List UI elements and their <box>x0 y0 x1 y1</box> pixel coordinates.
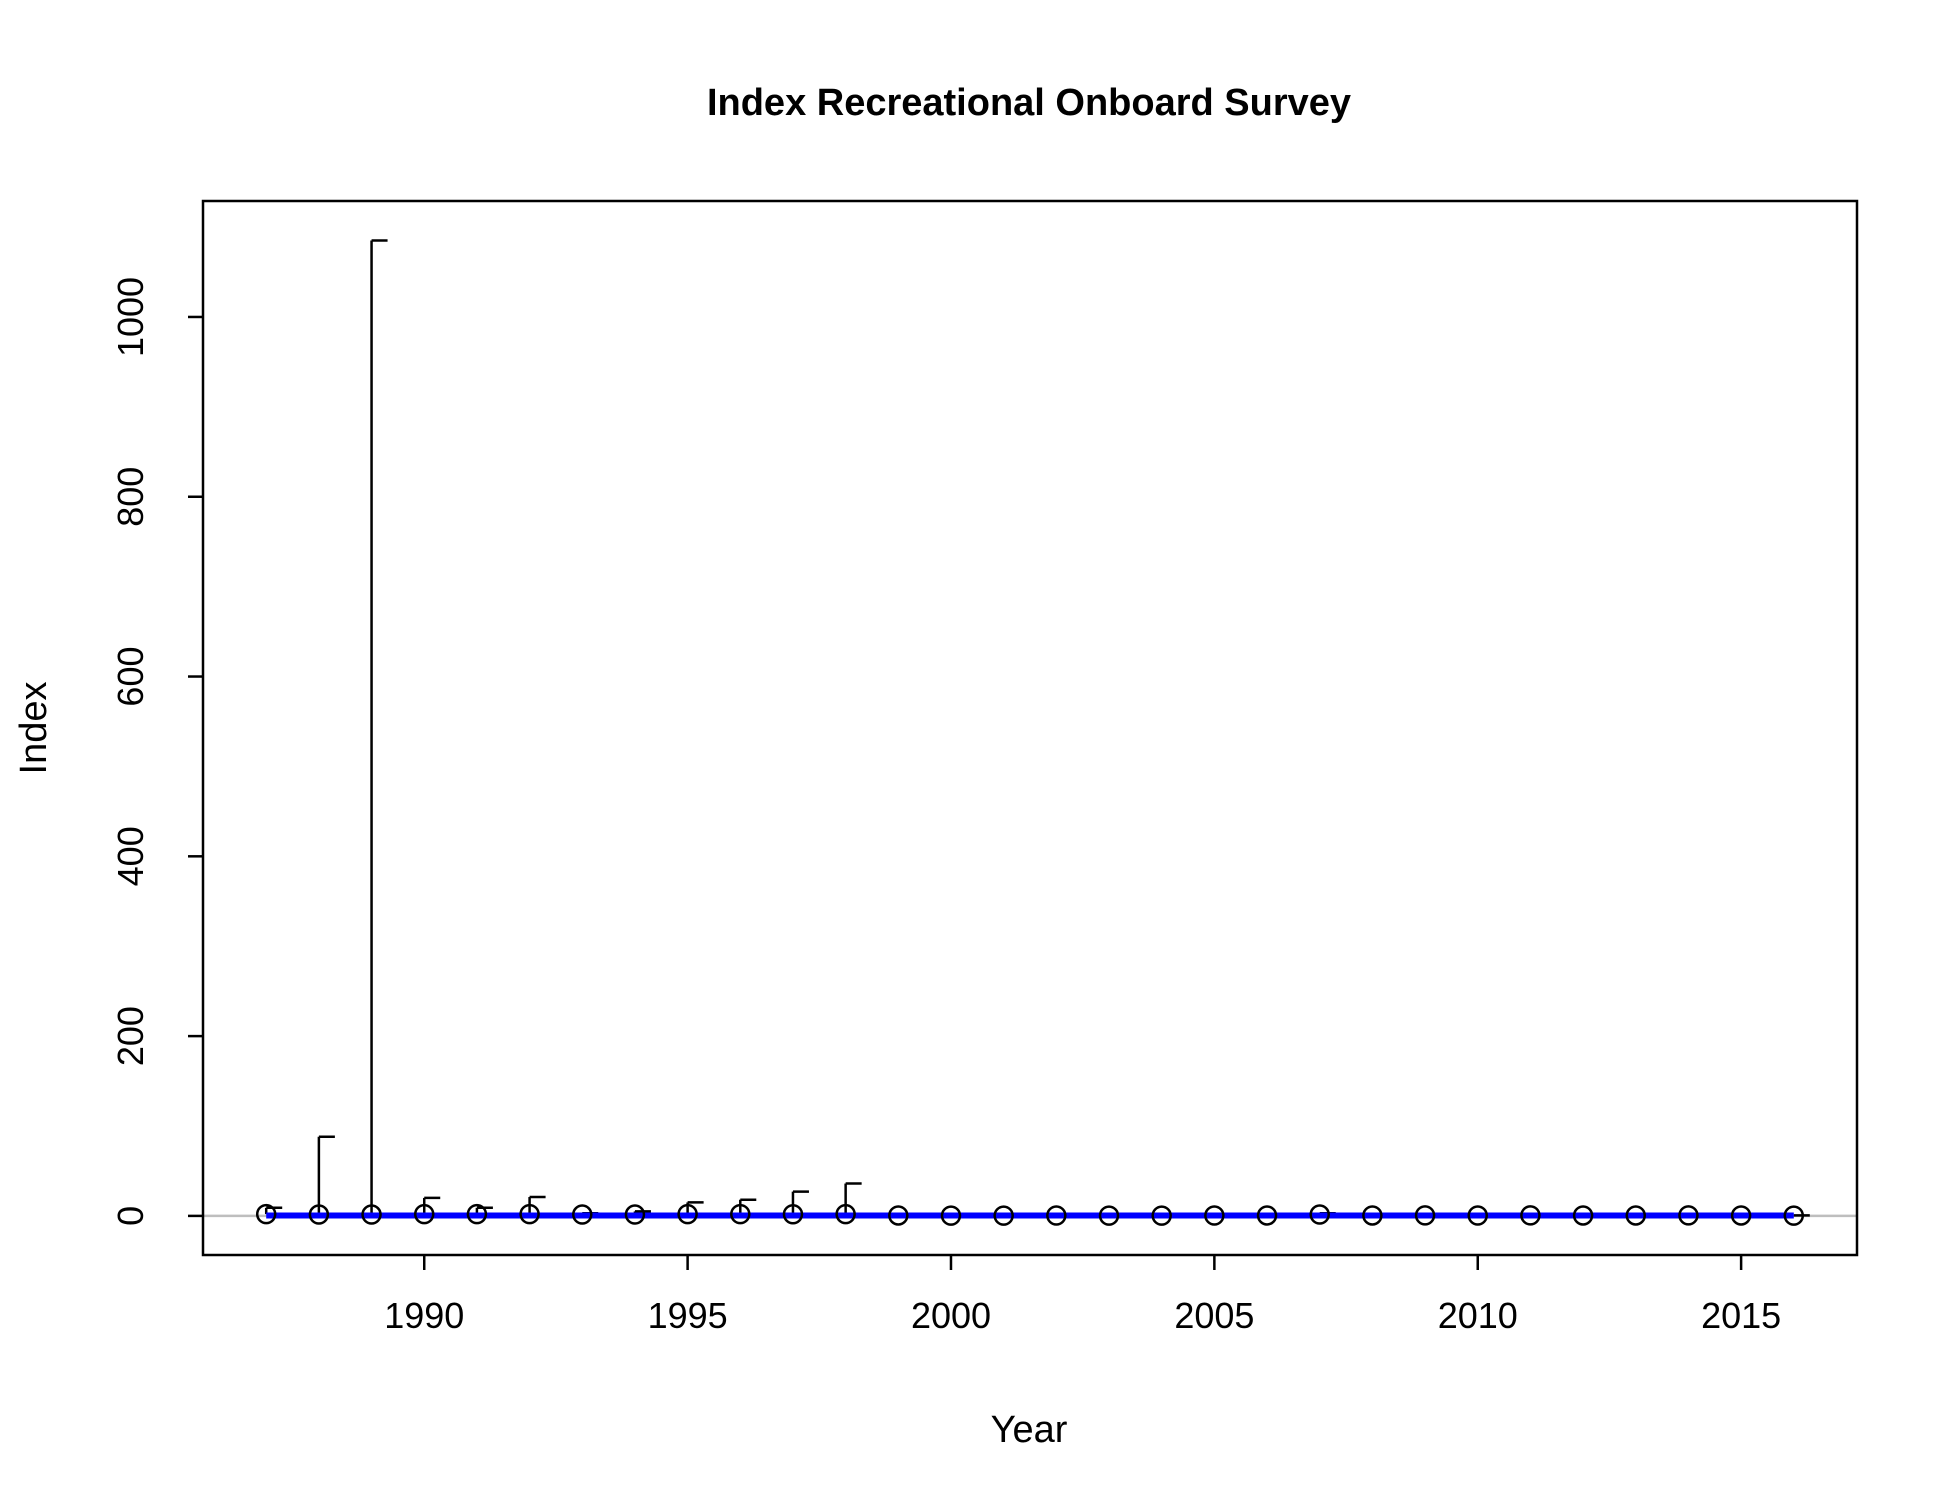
data-point <box>1730 1205 1752 1226</box>
data-point <box>255 1203 277 1225</box>
x-tick-label: 2015 <box>1701 1295 1781 1336</box>
data-point <box>308 1204 330 1225</box>
y-tick-label: 0 <box>110 1206 151 1226</box>
x-tick-label: 2010 <box>1438 1295 1518 1336</box>
y-tick-label: 1000 <box>110 277 151 357</box>
data-point <box>1625 1205 1647 1226</box>
data-point <box>413 1203 435 1225</box>
plot-frame <box>201 199 1859 1257</box>
x-tick-label: 1990 <box>384 1295 464 1336</box>
y-tick-label: 200 <box>110 1006 151 1066</box>
y-tick-label: 400 <box>110 826 151 886</box>
data-point <box>1046 1205 1067 1226</box>
x-tick-label: 1995 <box>648 1295 728 1336</box>
data-point <box>1572 1205 1594 1226</box>
chart-title: Index Recreational Onboard Survey <box>707 82 1351 124</box>
data-point <box>1783 1205 1805 1226</box>
data-point <box>1256 1205 1278 1226</box>
data-point <box>361 1204 382 1225</box>
x-axis-label: Year <box>991 1409 1068 1451</box>
y-axis-label: Index <box>13 682 55 775</box>
data-points <box>255 1203 1805 1226</box>
data-point <box>1467 1205 1488 1226</box>
data-point <box>466 1203 488 1225</box>
x-tick-label: 2005 <box>1174 1295 1254 1336</box>
plot-area: 1990 1995 2000 2005 2010 2015 0 200 400 600 800 100… <box>110 199 1859 1336</box>
data-point <box>782 1204 804 1225</box>
data-point <box>835 1203 856 1225</box>
y-tick-label: 600 <box>110 646 151 706</box>
data-point <box>1678 1205 1699 1226</box>
x-tick-label: 2000 <box>911 1295 991 1336</box>
data-point <box>730 1203 751 1225</box>
y-tick-label: 800 <box>110 467 151 527</box>
data-point <box>1204 1205 1225 1226</box>
data-point <box>1414 1205 1436 1226</box>
data-point <box>1362 1205 1383 1226</box>
data-point <box>1520 1205 1541 1226</box>
y-axis: 0 200 400 600 800 1000 <box>110 277 203 1226</box>
data-point <box>888 1205 909 1226</box>
data-point <box>940 1205 962 1226</box>
data-point <box>993 1205 1014 1226</box>
data-point <box>572 1204 593 1225</box>
data-point <box>519 1203 540 1225</box>
data-point <box>624 1204 646 1225</box>
x-axis: 1990 1995 2000 2005 2010 2015 <box>384 1255 1781 1336</box>
data-point <box>1098 1205 1120 1226</box>
data-point <box>1151 1205 1172 1226</box>
data-point <box>677 1203 698 1225</box>
data-point <box>1309 1204 1330 1225</box>
